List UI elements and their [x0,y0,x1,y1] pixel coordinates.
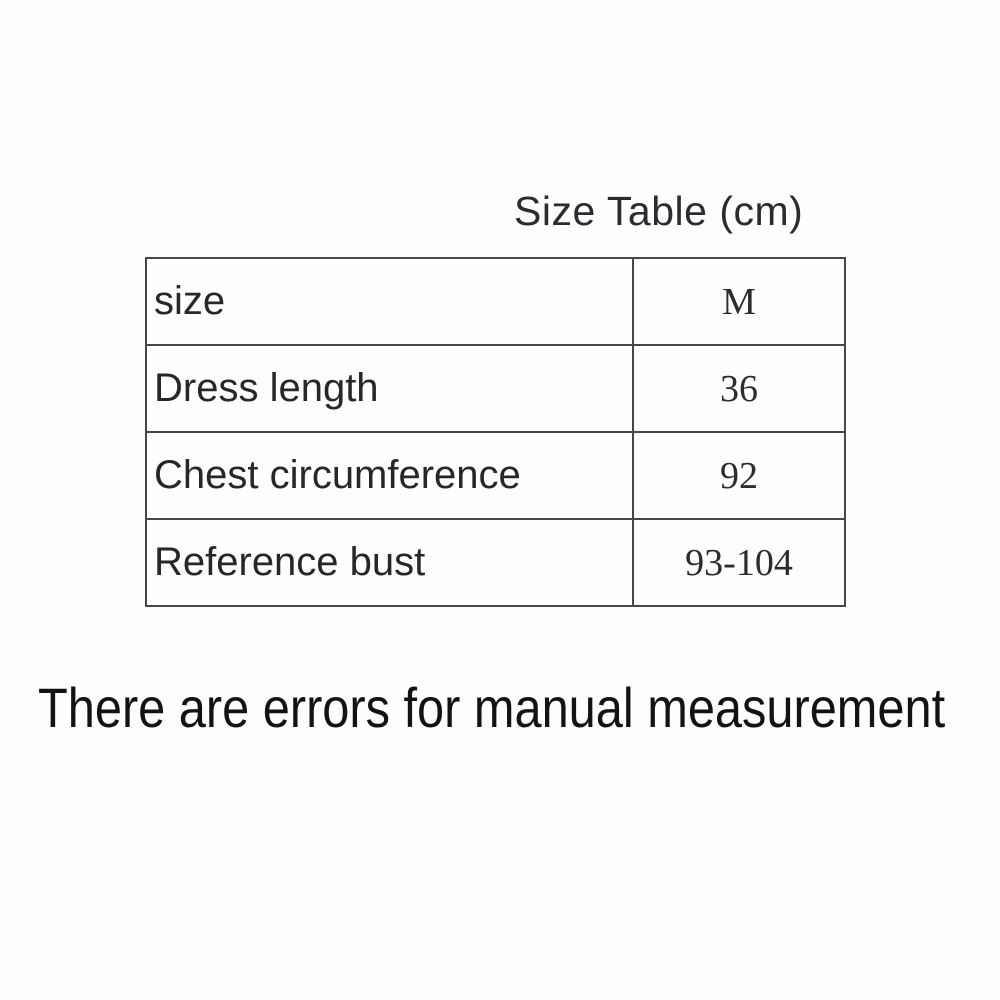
row-label-cell: Dress length [145,344,634,433]
size-table-title: Size Table (cm) [514,188,804,234]
table-row: Dress length 36 [145,344,846,433]
row-label-cell: Chest circumference [145,431,634,520]
size-table: size M Dress length 36 Chest circumferen… [145,257,846,607]
row-value-cell: M [632,257,846,346]
row-value-cell: 92 [632,431,846,520]
row-label-cell: size [145,257,634,346]
table-row: Reference bust 93-104 [145,518,846,607]
measurement-disclaimer-text: There are errors for manual measurement [38,676,946,739]
row-value-cell: 93-104 [632,518,846,607]
row-label-cell: Reference bust [145,518,634,607]
table-row: Chest circumference 92 [145,431,846,520]
row-value-cell: 36 [632,344,846,433]
table-row: size M [145,257,846,346]
